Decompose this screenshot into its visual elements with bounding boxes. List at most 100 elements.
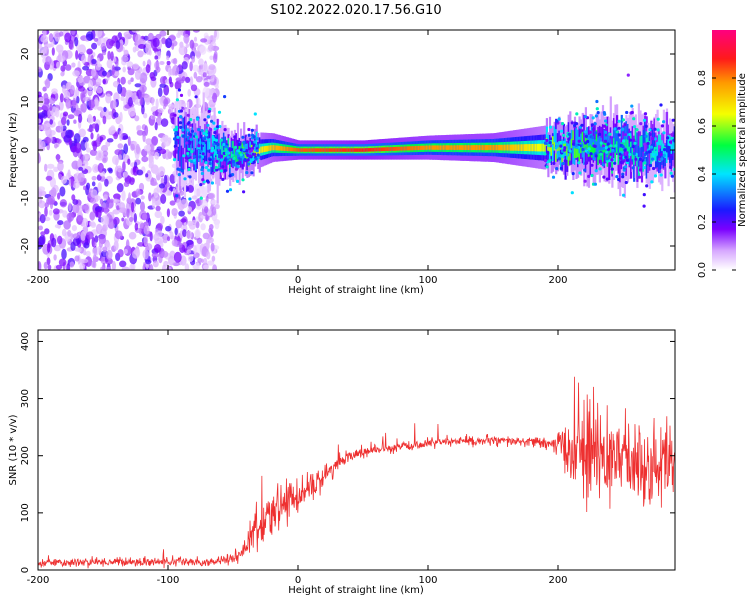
ridge-cell (369, 148, 372, 152)
noise-blob (208, 192, 216, 200)
noise-blob (196, 237, 203, 245)
noise-blob (113, 240, 119, 251)
ridge-speckle (610, 158, 614, 162)
ridge-cell (665, 111, 669, 148)
ridge-speckle (181, 134, 185, 138)
y-tick-label: 400 (20, 332, 31, 351)
noise-blob (193, 71, 198, 79)
ridge-speckle (583, 168, 587, 172)
noise-blob (59, 199, 68, 208)
ridge-cell (634, 129, 637, 141)
noise-blob (166, 55, 170, 61)
ridge-cell (277, 145, 280, 151)
ridge-speckle (621, 118, 626, 122)
ridge-speckle (193, 132, 197, 136)
noise-blob (106, 266, 112, 270)
ridge-speckle (671, 118, 675, 122)
noise-blob (100, 266, 105, 270)
ridge-speckle (247, 162, 251, 166)
noise-blob (166, 208, 170, 218)
noise-blob (134, 222, 139, 231)
ridge-cell (667, 135, 670, 146)
ridge-speckle (630, 104, 634, 108)
noise-blob (49, 97, 56, 105)
noise-blob (95, 64, 101, 71)
ridge-speckle (216, 142, 220, 147)
ridge-cell (371, 147, 374, 152)
noise-blob (185, 76, 191, 83)
noise-blob (141, 86, 145, 98)
noise-blob (51, 88, 58, 94)
ridge-cell (550, 147, 553, 156)
ridge-speckle (626, 73, 630, 77)
ridge-cell (307, 148, 310, 152)
ridge-speckle (180, 169, 184, 173)
noise-blob (56, 61, 60, 69)
ridge-speckle (642, 166, 646, 170)
noise-blob (45, 56, 52, 65)
noise-blob (91, 181, 96, 187)
noise-blob (202, 232, 210, 240)
noise-blob (113, 66, 121, 71)
ridge-cell (633, 153, 636, 165)
noise-blob (106, 71, 111, 78)
noise-blob (95, 156, 100, 161)
noise-blob (152, 37, 160, 48)
ridge-speckle (174, 131, 178, 136)
ridge-speckle (608, 132, 612, 136)
ridge-cell (402, 146, 405, 151)
ridge-cell (414, 146, 417, 151)
ridge-cell (505, 144, 508, 151)
ridge-cell (553, 142, 556, 151)
ridge-speckle (613, 161, 617, 165)
ridge-cell (349, 148, 352, 152)
ridge-cell (617, 130, 620, 154)
noise-blob (139, 72, 148, 84)
ridge-speckle (198, 155, 202, 159)
noise-blob (91, 68, 97, 77)
ridge-cell (311, 148, 314, 152)
ridge-speckle (669, 156, 673, 160)
ridge-speckle (598, 132, 602, 136)
ridge-cell (185, 133, 188, 160)
ridge-speckle (204, 133, 209, 137)
ridge-speckle (186, 151, 190, 156)
ridge-speckle (602, 144, 606, 148)
ridge-speckle (672, 138, 675, 142)
ridge-cell (204, 144, 207, 156)
noise-blob (178, 242, 183, 248)
ridge-speckle (557, 157, 561, 161)
ridge-cell (441, 145, 444, 150)
ridge-cell (269, 145, 272, 151)
noise-blob (134, 69, 142, 80)
noise-blob (82, 136, 89, 143)
ridge-cell (304, 148, 307, 152)
ridge-cell (548, 143, 552, 152)
noise-blob (82, 96, 91, 102)
ridge-cell (193, 146, 196, 171)
ridge-cell (562, 123, 566, 154)
ridge-cell (673, 142, 675, 153)
ridge-speckle (234, 152, 238, 156)
ridge-cell (528, 144, 531, 152)
noise-blob (157, 112, 162, 119)
ridge-speckle (648, 163, 653, 168)
ridge-speckle (201, 141, 205, 146)
noise-blob (183, 33, 190, 44)
ridge-cell (442, 145, 445, 150)
ridge-speckle (653, 146, 657, 150)
ridge-speckle (194, 95, 198, 99)
noise-blob (72, 233, 80, 239)
ridge-cell (318, 148, 321, 152)
noise-blob (95, 209, 102, 218)
noise-blob (91, 42, 98, 50)
ridge-cell (316, 148, 319, 152)
snr-ticks: -200 -100 0 100 200 0 100 200 300 400 (20, 330, 675, 586)
ridge-cell (431, 145, 435, 150)
ridge-speckle (204, 130, 208, 134)
ridge-cell (564, 149, 567, 180)
ridge-speckle (643, 112, 648, 116)
ridge-speckle (205, 179, 210, 183)
ridge-speckle (236, 161, 240, 165)
ridge-speckle (543, 152, 547, 156)
